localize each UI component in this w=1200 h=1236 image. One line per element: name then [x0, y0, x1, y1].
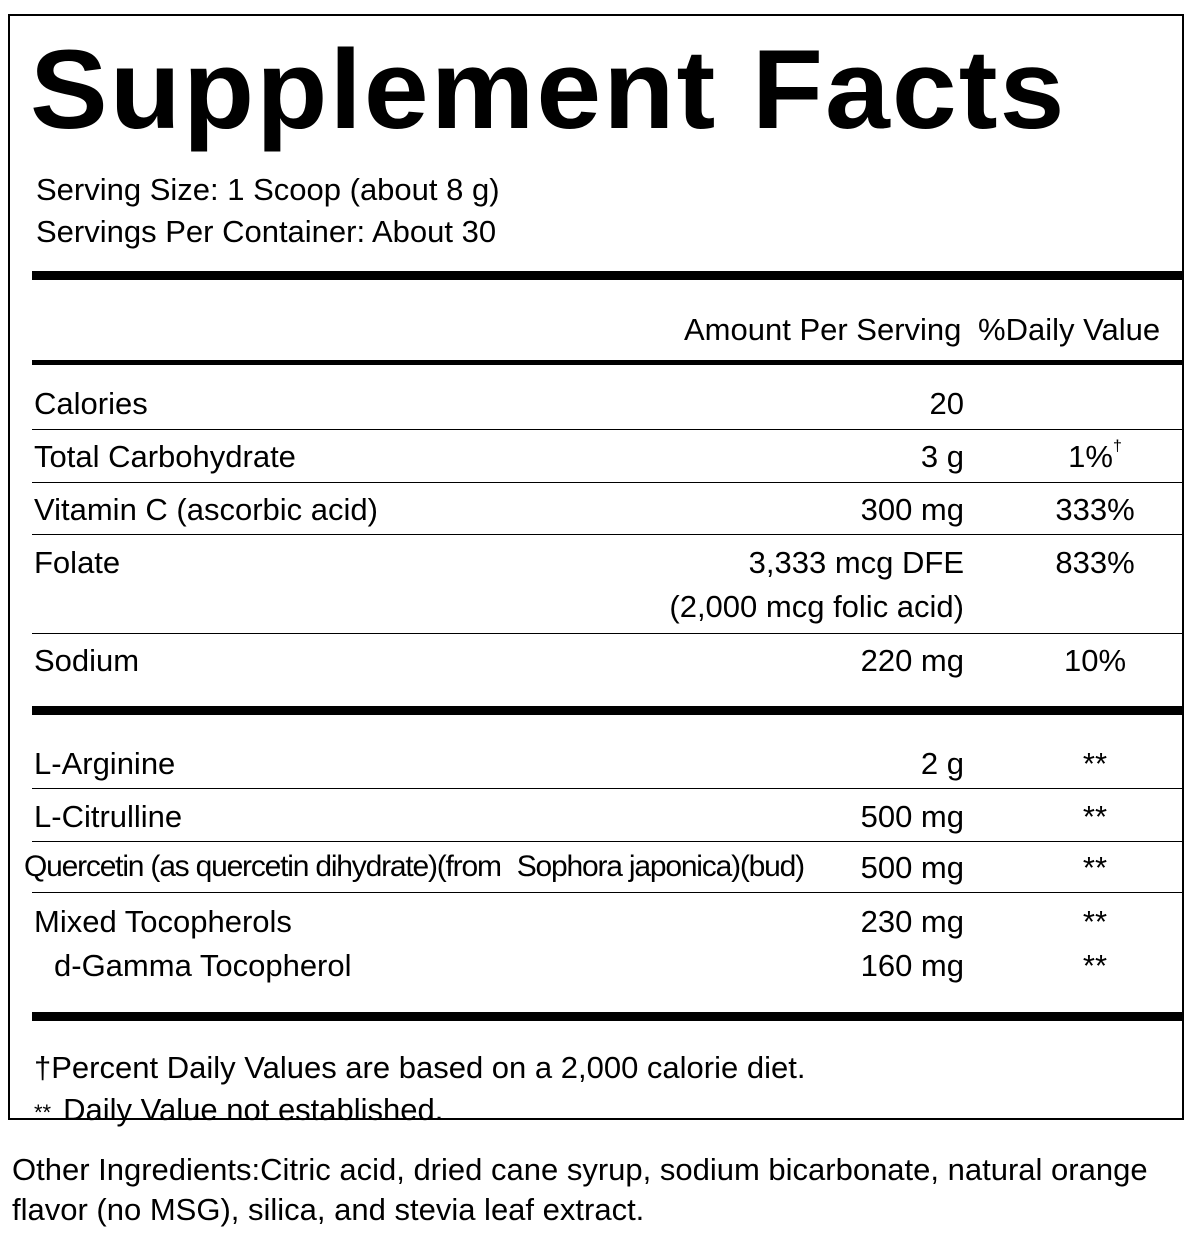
nutrient-name: Calories	[34, 386, 148, 421]
nutrient-name: Folate	[34, 545, 121, 580]
panel-title: Supplement Facts	[30, 27, 1067, 152]
ingredient-dv: **	[1082, 850, 1108, 885]
nutrient-amount: 20	[929, 386, 964, 421]
ingredient-dv: **	[1082, 746, 1108, 781]
ingredient-amount: 2 g	[920, 746, 964, 781]
ingredient-name: L-Arginine	[34, 746, 176, 781]
row-divider	[32, 788, 1182, 789]
row-divider	[32, 841, 1182, 842]
ingredient-name: L-Citrulline	[34, 799, 183, 834]
ingredient-amount: 500 mg	[860, 799, 964, 834]
divider-thick	[32, 1012, 1182, 1021]
double-star-mark: **	[34, 1100, 52, 1125]
ingredient-name: Mixed Tocopherols	[34, 904, 292, 939]
dv-value: 1%	[1068, 439, 1113, 474]
ingredient-name: Quercetin (as quercetin dihydrate)(from S…	[24, 850, 805, 883]
nutrient-dv: 1%†	[1050, 438, 1140, 474]
quercetin-name: Quercetin (as quercetin dihydrate)(from	[24, 850, 502, 883]
nutrient-amount: 300 mg	[860, 492, 964, 527]
nutrient-amount: 3,333 mcg DFE	[748, 545, 964, 580]
row-divider	[32, 633, 1182, 634]
nutrient-amount: 3 g	[920, 439, 964, 474]
other-ingredients: Other Ingredients:Citric acid, dried can…	[12, 1152, 1148, 1227]
row-divider	[32, 482, 1182, 483]
footnote-double-star: ** Daily Value not established.	[34, 1094, 443, 1125]
quercetin-source: Sophora japonica	[516, 850, 733, 883]
footnote-dagger: †Percent Daily Values are based on a 2,0…	[34, 1050, 806, 1085]
supplement-facts-panel: Supplement Facts Serving Size: 1 Scoop (…	[8, 14, 1184, 1125]
nutrient-name: Total Carbohydrate	[34, 439, 296, 474]
ingredient-name: d-Gamma Tocopherol	[54, 948, 352, 983]
ingredient-amount: 500 mg	[860, 850, 964, 885]
nutrient-dv: 833%	[1055, 545, 1135, 580]
ingredient-amount: 230 mg	[860, 904, 964, 939]
nutrient-dv: 333%	[1055, 492, 1135, 527]
ingredient-dv: **	[1082, 948, 1108, 983]
divider-thick	[32, 271, 1182, 280]
ingredient-dv: **	[1082, 799, 1108, 834]
nutrient-amount: 220 mg	[860, 643, 964, 678]
nutrient-name: Sodium	[34, 643, 140, 678]
nutrient-dv: 10%	[1063, 643, 1127, 678]
row-divider	[32, 429, 1182, 430]
nutrient-name: Vitamin C (ascorbic acid)	[34, 492, 378, 527]
quercetin-part: )(bud)	[731, 850, 805, 883]
serving-size: Serving Size: 1 Scoop (about 8 g)	[36, 172, 500, 207]
servings-per-container: Servings Per Container: About 30	[36, 214, 497, 249]
double-star-text: Daily Value not established.	[63, 1092, 444, 1127]
divider-header	[32, 360, 1182, 365]
header-daily-value: %Daily Value	[978, 312, 1161, 347]
folic-acid-amount: (2,000 mcg folic acid)	[669, 589, 964, 624]
ingredient-dv: **	[1082, 904, 1108, 939]
divider-thick	[32, 706, 1182, 715]
header-amount: Amount Per Serving	[684, 312, 962, 347]
row-divider	[32, 892, 1182, 893]
row-divider	[32, 534, 1182, 535]
dagger-mark: †	[1112, 438, 1122, 455]
ingredient-amount: 160 mg	[860, 948, 964, 983]
